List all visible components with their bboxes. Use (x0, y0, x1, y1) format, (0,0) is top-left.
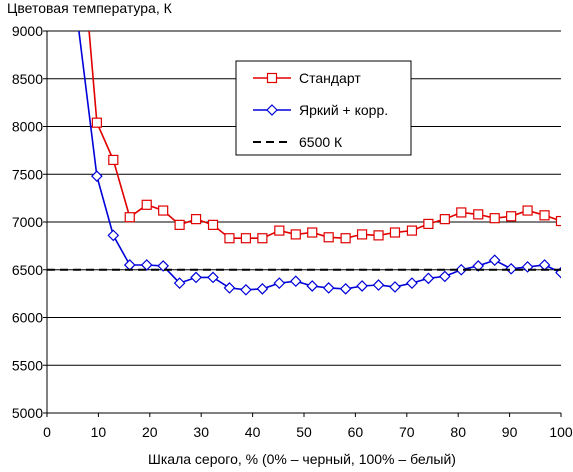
series-2-point-15 (339, 283, 352, 295)
legend-label-1: Стандарт (299, 70, 361, 86)
x-tick-label-90: 90 (502, 424, 518, 440)
series-1-point-23 (473, 209, 484, 220)
y-tick-label-7500: 7500 (12, 166, 43, 182)
legend-label-3: 6500 К (299, 134, 343, 150)
series-1-point-8 (224, 233, 235, 244)
y-tick-label-8000: 8000 (12, 119, 43, 135)
series-2-point-20 (422, 272, 435, 285)
series-1-point-20 (423, 218, 434, 230)
series-1-point-15 (340, 233, 351, 244)
series-2-point-8 (223, 282, 236, 294)
series-1-point-4 (158, 205, 169, 216)
series-1-point-24 (489, 213, 500, 224)
y-axis-ticks: 5000 5500 6000 6500 7000 7500 8000 8500 9000 (12, 23, 47, 421)
series-2-point-24 (488, 254, 501, 267)
y-tick-label-5500: 5500 (12, 357, 43, 373)
series-1-point-2 (124, 212, 135, 223)
series-1-point-9 (240, 233, 252, 244)
series-2-point-17 (372, 279, 385, 291)
series-2 (78, 31, 561, 296)
legend: Стандарт Яркий + корр. 6500 К (235, 60, 412, 156)
series-2-point-12 (289, 275, 302, 288)
x-tick-label-20: 20 (142, 424, 158, 440)
series-2-point-18 (389, 281, 401, 293)
series-2-point-2 (123, 259, 136, 271)
series-2-point-13 (306, 280, 319, 292)
series-2-point-22 (455, 263, 468, 276)
y-tick-label-8500: 8500 (12, 71, 43, 87)
series-1-point-21 (439, 214, 450, 225)
x-tick-label-30: 30 (193, 424, 209, 440)
series-2-point-0 (91, 170, 103, 183)
series-1-point-11 (274, 225, 285, 236)
series-1-point-0 (91, 117, 102, 128)
series-1-point-7 (207, 219, 219, 230)
series-2-point-4 (157, 260, 170, 272)
series-2-point-23 (472, 260, 485, 272)
series-1-point-18 (389, 227, 401, 238)
legend-label-2: Яркий + корр. (299, 102, 388, 118)
x-axis-ticks: 0 10 20 30 40 50 60 70 80 90 100 (43, 413, 573, 440)
series-2-point-5 (173, 277, 186, 289)
x-tick-label-70: 70 (399, 424, 415, 440)
series-2-point-11 (273, 277, 286, 289)
series-1-point-22 (456, 207, 467, 218)
x-tick-label-100: 100 (549, 424, 573, 440)
chart-title: Цветовая температура, К (7, 0, 173, 16)
series-1-point-27 (539, 210, 550, 221)
legend-box (235, 60, 412, 156)
series-1-point-5 (174, 219, 185, 230)
series-1-point-17 (373, 230, 384, 241)
series-1 (88, 31, 561, 244)
series-2-point-7 (207, 271, 219, 284)
x-tick-label-0: 0 (43, 424, 51, 440)
series-1-point-12 (290, 229, 301, 240)
x-axis-label: Шкала серого, % (0% – черный, 100% – бел… (148, 451, 456, 467)
series-2-point-25 (505, 262, 517, 275)
series-1-point-1 (108, 154, 119, 166)
series-1-point-26 (522, 205, 533, 216)
legend-marker-2 (266, 104, 278, 116)
series-2-point-3 (140, 259, 153, 271)
x-tick-label-80: 80 (450, 424, 466, 440)
legend-marker-1 (266, 72, 278, 84)
y-tick-label-6000: 6000 (12, 310, 43, 326)
series-2-point-1 (107, 229, 120, 242)
series-2-point-16 (356, 280, 368, 292)
series-2-point-10 (256, 283, 269, 295)
x-tick-label-40: 40 (245, 424, 261, 440)
y-tick-label-9000: 9000 (12, 23, 43, 39)
x-tick-label-10: 10 (91, 424, 107, 440)
series-1-point-28 (555, 215, 561, 227)
x-tick-label-50: 50 (296, 424, 312, 440)
series-2-point-27 (538, 259, 551, 271)
y-tick-label-7000: 7000 (12, 214, 43, 230)
series-2-point-19 (406, 277, 418, 289)
series-1-point-6 (190, 214, 202, 225)
series-2-point-9 (240, 283, 252, 296)
series-2-point-6 (190, 271, 202, 284)
series-1-point-16 (356, 229, 368, 240)
series-1-point-14 (323, 232, 334, 243)
series-1-point-13 (307, 227, 318, 238)
series-1-point-10 (257, 233, 268, 244)
plot-series (47, 31, 561, 296)
y-tick-label-5000: 5000 (12, 405, 43, 421)
series-2-point-14 (322, 282, 335, 294)
series-1-point-25 (506, 211, 517, 222)
y-tick-label-6500: 6500 (12, 262, 43, 278)
series-1-point-3 (141, 199, 152, 210)
series-1-point-19 (406, 225, 418, 236)
x-tick-label-60: 60 (348, 424, 364, 440)
series-2-point-21 (438, 270, 451, 283)
